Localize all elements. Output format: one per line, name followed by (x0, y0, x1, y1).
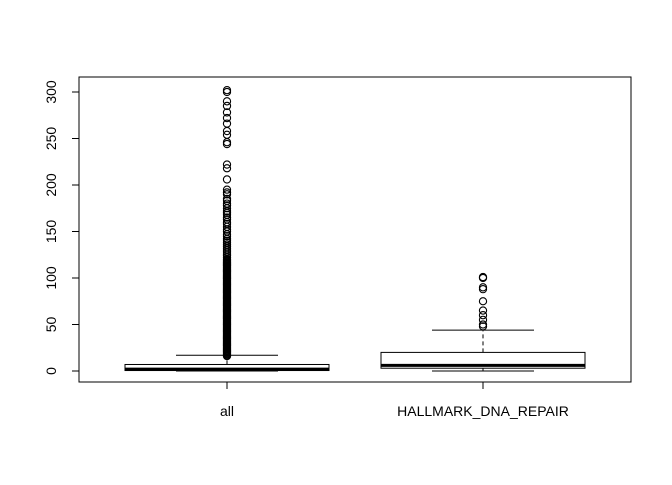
outlier-point (222, 119, 232, 128)
y-tick-label: 150 (43, 220, 59, 244)
y-tick-label: 0 (43, 367, 59, 375)
y-tick-label: 200 (43, 173, 59, 197)
outlier-point (478, 297, 488, 306)
x-tick-label: HALLMARK_DNA_REPAIR (397, 403, 569, 419)
outlier-point (222, 175, 232, 184)
box-group-all (124, 85, 330, 372)
x-axis: all HALLMARK_DNA_REPAIR (220, 382, 569, 419)
outlier-point (222, 108, 232, 117)
y-tick-label: 50 (43, 317, 59, 333)
outlier-point (222, 160, 232, 169)
y-tick-label: 300 (43, 80, 59, 104)
outlier-point (222, 188, 232, 197)
outlier-point (478, 311, 488, 320)
box-group-hallmark-dna-repair (380, 272, 586, 372)
outlier-point (222, 97, 232, 106)
y-tick-label: 100 (43, 266, 59, 290)
outlier-point (478, 315, 488, 324)
outlier-point (478, 306, 488, 315)
outlier-point (222, 199, 232, 208)
outlier-point (222, 185, 232, 194)
boxes-layer (124, 85, 586, 372)
plot-frame (78, 76, 632, 383)
y-tick-label: 250 (43, 127, 59, 151)
outlier-point (222, 113, 232, 123)
outlier-point (222, 213, 232, 222)
outlier-point (222, 194, 232, 204)
outlier-point (478, 272, 488, 282)
outlier-point (478, 283, 488, 292)
outlier-point (222, 130, 232, 139)
outlier-point (478, 320, 488, 329)
outlier-point (222, 164, 232, 173)
y-axis: 0 50 100 150 200 250 300 (43, 80, 80, 375)
outlier-point (222, 85, 232, 95)
outlier-point (222, 101, 232, 111)
x-tick-label: all (220, 403, 234, 419)
